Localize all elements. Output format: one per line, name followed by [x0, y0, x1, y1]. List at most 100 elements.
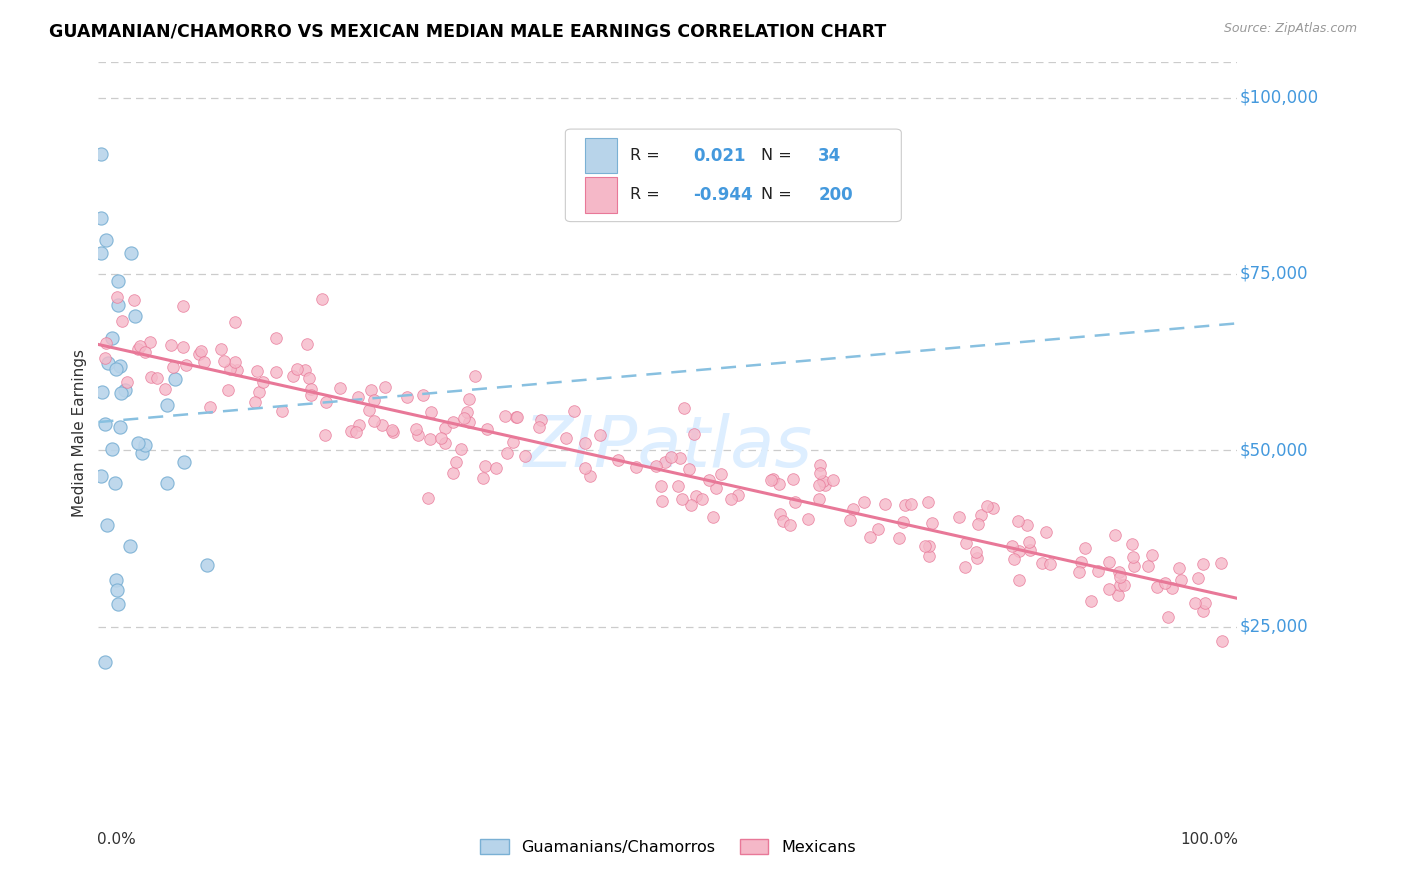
Point: [530, 412, 553, 426]
Point: [107, 274, 129, 288]
Point: [122, 293, 145, 307]
Point: [471, 471, 494, 485]
Point: [408, 428, 430, 442]
Point: [90, 468, 112, 483]
Point: [1157, 610, 1180, 624]
Point: [114, 383, 136, 397]
Point: [93, 351, 115, 365]
Point: [347, 391, 370, 405]
Point: [441, 467, 464, 481]
Point: [105, 290, 128, 304]
Point: [690, 492, 713, 507]
Point: [811, 474, 834, 488]
Point: [894, 498, 917, 512]
Point: [163, 372, 186, 386]
Point: [976, 499, 998, 513]
Point: [173, 455, 195, 469]
Point: [247, 385, 270, 400]
Point: [644, 458, 666, 473]
Point: [453, 411, 475, 425]
Point: [105, 362, 128, 376]
Point: [90, 245, 112, 260]
Point: [682, 426, 704, 441]
Point: [285, 362, 308, 376]
Point: [340, 425, 363, 439]
Point: [697, 473, 720, 487]
Point: [965, 545, 987, 559]
Point: [104, 573, 127, 587]
Text: $100,000: $100,000: [1240, 88, 1319, 107]
Point: [105, 582, 128, 597]
Point: [100, 442, 122, 456]
Legend: Guamanians/Chamorros, Mexicans: Guamanians/Chamorros, Mexicans: [474, 832, 862, 862]
Y-axis label: Median Male Earnings: Median Male Earnings: [72, 349, 87, 516]
Point: [108, 420, 131, 434]
Point: [96, 336, 118, 351]
Point: [96, 518, 118, 533]
Point: [209, 342, 232, 356]
Point: [1112, 577, 1135, 591]
Point: [955, 536, 977, 550]
Point: [1019, 543, 1042, 558]
Point: [527, 420, 550, 434]
Point: [502, 434, 524, 449]
Point: [419, 432, 441, 446]
Point: [412, 387, 434, 401]
Point: [554, 431, 576, 445]
Point: [110, 386, 132, 401]
Point: [779, 518, 801, 533]
Point: [94, 233, 117, 247]
Point: [104, 475, 127, 490]
Point: [953, 560, 976, 574]
Point: [1140, 548, 1163, 562]
Point: [174, 359, 197, 373]
Point: [90, 211, 112, 225]
Point: [159, 338, 181, 352]
Point: [981, 500, 1004, 515]
Point: [666, 478, 689, 492]
Point: [808, 458, 831, 472]
Point: [441, 415, 464, 429]
Point: [1074, 541, 1097, 556]
Point: [852, 494, 875, 508]
Point: [1031, 556, 1053, 570]
Point: [1146, 580, 1168, 594]
Point: [1192, 604, 1215, 618]
Point: [124, 310, 146, 324]
Point: [446, 455, 468, 469]
Point: [823, 473, 845, 487]
Text: R =: R =: [630, 148, 659, 163]
Point: [474, 459, 496, 474]
Point: [797, 512, 820, 526]
Point: [396, 390, 419, 404]
Point: [434, 435, 457, 450]
Text: 0.0%: 0.0%: [97, 832, 136, 847]
Point: [315, 394, 337, 409]
Point: [574, 460, 596, 475]
Point: [475, 422, 498, 436]
Point: [457, 416, 479, 430]
Text: Source: ZipAtlas.com: Source: ZipAtlas.com: [1223, 22, 1357, 36]
Point: [1098, 582, 1121, 597]
Point: [363, 413, 385, 427]
Point: [1008, 574, 1031, 588]
Point: [669, 450, 692, 465]
Point: [918, 539, 941, 553]
Point: [842, 501, 865, 516]
Point: [1137, 558, 1160, 573]
Point: [768, 476, 790, 491]
Point: [456, 405, 478, 419]
Point: [900, 497, 922, 511]
Point: [195, 558, 218, 573]
Point: [360, 383, 382, 397]
Point: [363, 392, 385, 407]
Point: [430, 431, 453, 445]
Point: [727, 488, 749, 502]
Point: [252, 375, 274, 389]
Point: [679, 498, 702, 512]
Point: [1123, 558, 1146, 573]
Point: [702, 509, 724, 524]
Point: [917, 495, 939, 509]
Point: [458, 392, 481, 406]
Point: [1168, 560, 1191, 574]
